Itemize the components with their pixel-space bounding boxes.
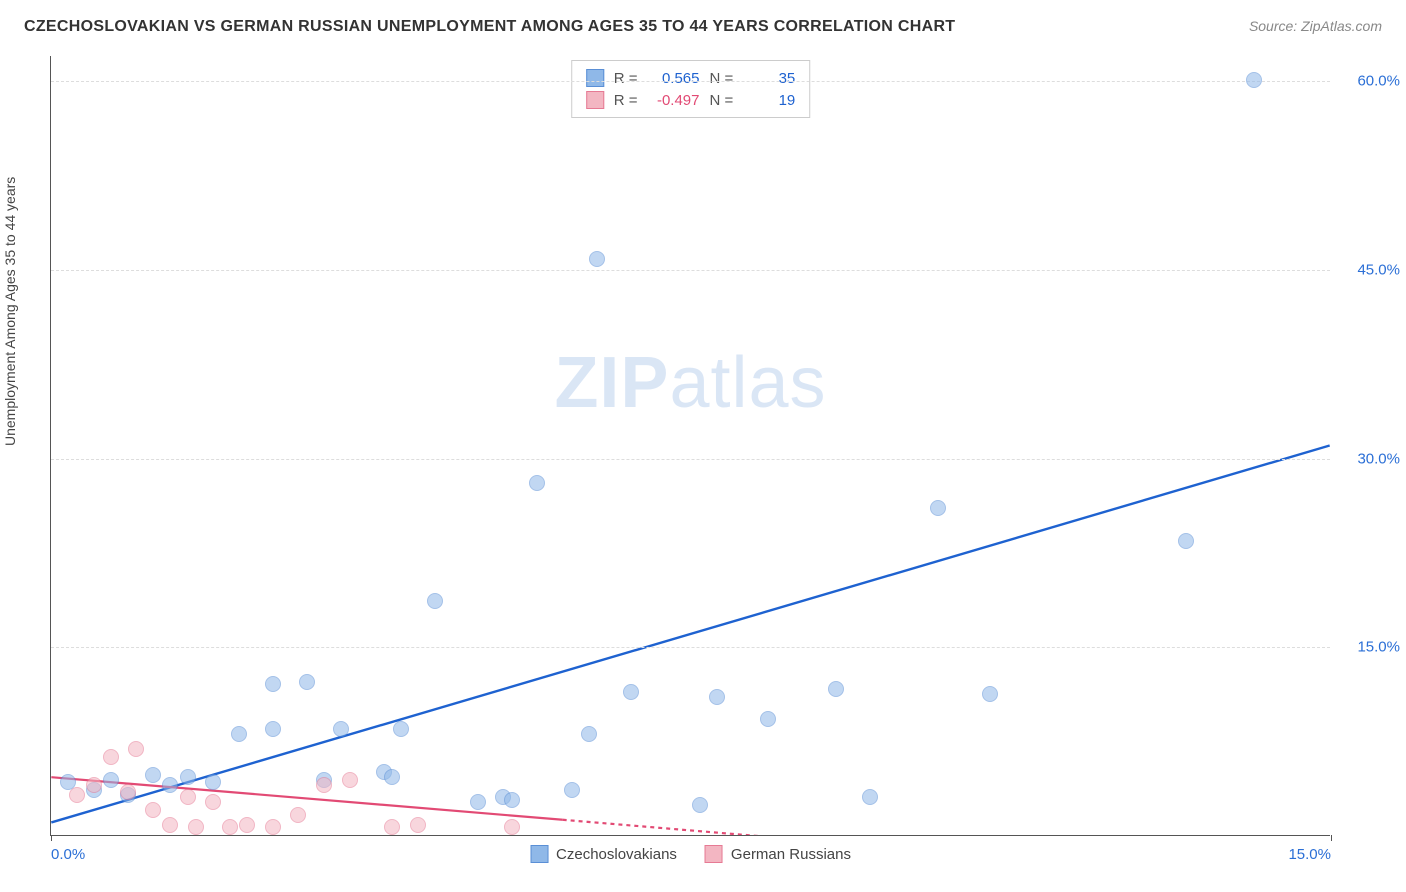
scatter-point: [299, 674, 315, 690]
scatter-point: [103, 772, 119, 788]
series-swatch: [586, 69, 604, 87]
stats-row: R = -0.497 N = 19: [586, 89, 796, 111]
scatter-point: [1178, 533, 1194, 549]
r-label: R =: [614, 92, 638, 109]
chart-plot-area: ZIPatlas R =0.565N =35R =-0.497N =19 Cze…: [50, 56, 1330, 836]
scatter-point: [265, 721, 281, 737]
scatter-point: [180, 789, 196, 805]
gridline: [51, 647, 1330, 648]
n-label: N =: [710, 70, 734, 87]
n-label: N =: [710, 92, 734, 109]
stats-row: R = 0.565 N = 35: [586, 67, 796, 89]
scatter-point: [86, 777, 102, 793]
scatter-point: [529, 475, 545, 491]
scatter-point: [188, 819, 204, 835]
legend-item: Czechoslovakians: [530, 845, 677, 863]
scatter-point: [162, 777, 178, 793]
legend: Czechoslovakians German Russians: [530, 845, 851, 863]
scatter-point: [180, 769, 196, 785]
scatter-point: [205, 774, 221, 790]
legend-item: German Russians: [705, 845, 851, 863]
scatter-point: [760, 711, 776, 727]
scatter-point: [222, 819, 238, 835]
scatter-point: [828, 681, 844, 697]
scatter-point: [103, 749, 119, 765]
gridline: [51, 81, 1330, 82]
scatter-point: [239, 817, 255, 833]
watermark-zip: ZIP: [554, 343, 669, 423]
legend-swatch: [705, 845, 723, 863]
watermark-atlas: atlas: [669, 343, 826, 423]
scatter-point: [265, 819, 281, 835]
series-swatch: [586, 91, 604, 109]
scatter-point: [205, 794, 221, 810]
scatter-point: [709, 689, 725, 705]
scatter-point: [504, 819, 520, 835]
scatter-point: [564, 782, 580, 798]
r-label: R =: [614, 70, 638, 87]
y-tick-label: 30.0%: [1357, 450, 1400, 467]
scatter-point: [231, 726, 247, 742]
scatter-point: [982, 686, 998, 702]
scatter-point: [342, 772, 358, 788]
stats-box: R = 0.565 N = 35 R = -0.497 N = 19: [571, 60, 811, 118]
x-tick-label: 15.0%: [1288, 846, 1331, 863]
scatter-point: [316, 777, 332, 793]
scatter-point: [427, 593, 443, 609]
x-tick-label: 0.0%: [51, 846, 85, 863]
x-tick-mark: [1331, 835, 1332, 841]
x-tick-mark: [51, 835, 52, 841]
scatter-point: [862, 789, 878, 805]
y-axis-label: Unemployment Among Ages 35 to 44 years: [2, 177, 18, 446]
scatter-point: [290, 807, 306, 823]
scatter-point: [692, 797, 708, 813]
chart-header: CZECHOSLOVAKIAN VS GERMAN RUSSIAN UNEMPL…: [24, 18, 1382, 36]
scatter-point: [410, 817, 426, 833]
scatter-point: [589, 251, 605, 267]
y-tick-label: 45.0%: [1357, 261, 1400, 278]
gridline: [51, 270, 1330, 271]
y-tick-label: 60.0%: [1357, 73, 1400, 90]
n-value: 19: [743, 92, 795, 109]
chart-source: Source: ZipAtlas.com: [1249, 18, 1382, 34]
scatter-point: [162, 817, 178, 833]
scatter-point: [384, 819, 400, 835]
scatter-point: [930, 500, 946, 516]
trend-lines: [51, 56, 1330, 835]
scatter-point: [470, 794, 486, 810]
r-value: -0.497: [648, 92, 700, 109]
n-value: 35: [743, 70, 795, 87]
watermark: ZIPatlas: [554, 342, 826, 424]
chart-title: CZECHOSLOVAKIAN VS GERMAN RUSSIAN UNEMPL…: [24, 18, 955, 36]
gridline: [51, 459, 1330, 460]
r-value: 0.565: [648, 70, 700, 87]
scatter-point: [623, 684, 639, 700]
scatter-point: [393, 721, 409, 737]
scatter-point: [128, 741, 144, 757]
scatter-point: [145, 767, 161, 783]
legend-label: Czechoslovakians: [556, 846, 677, 863]
scatter-point: [384, 769, 400, 785]
scatter-point: [265, 676, 281, 692]
legend-swatch: [530, 845, 548, 863]
y-tick-label: 15.0%: [1357, 639, 1400, 656]
scatter-point: [333, 721, 349, 737]
scatter-point: [1246, 72, 1262, 88]
scatter-point: [120, 784, 136, 800]
scatter-point: [69, 787, 85, 803]
scatter-point: [145, 802, 161, 818]
scatter-point: [581, 726, 597, 742]
scatter-point: [504, 792, 520, 808]
legend-label: German Russians: [731, 846, 851, 863]
